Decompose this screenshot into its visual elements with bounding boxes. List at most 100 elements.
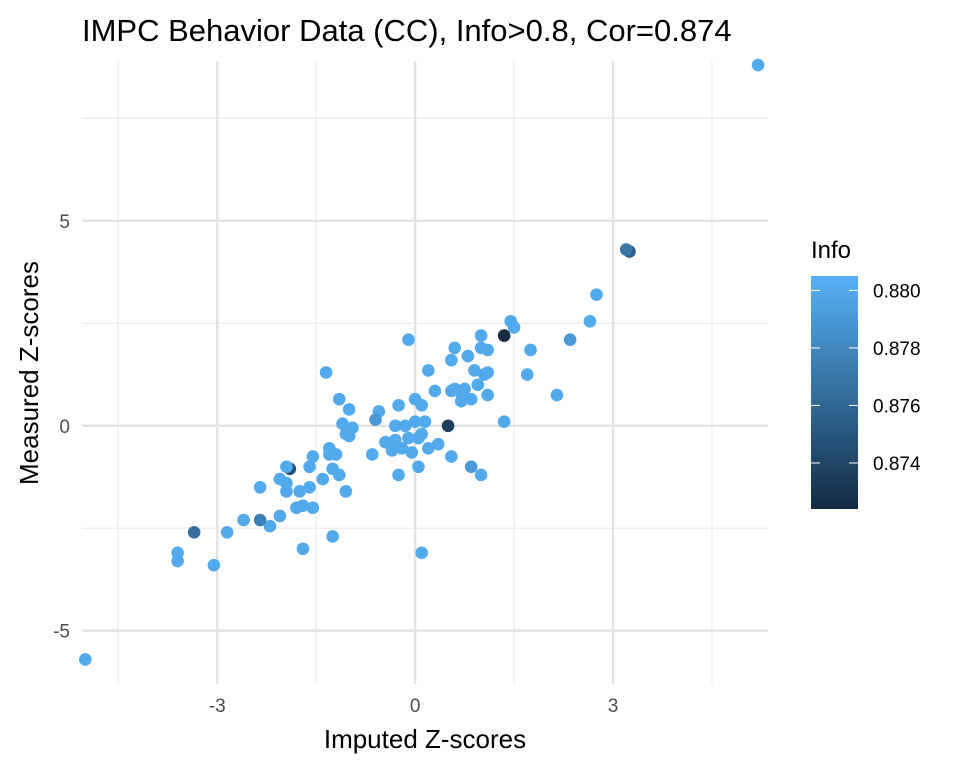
info-legend: Info 0.874 0.876 0.878 0.880 [811, 237, 921, 509]
data-point [464, 392, 478, 406]
y-axis-label: Measured Z-scores [14, 261, 44, 485]
data-point [398, 419, 412, 433]
data-point [468, 364, 481, 377]
data-point [524, 343, 537, 357]
legend-tick-label: 0.880 [873, 281, 921, 302]
data-point [454, 394, 468, 408]
data-point [497, 329, 511, 342]
data-point [336, 417, 349, 431]
data-point [306, 501, 320, 515]
data-point [474, 341, 488, 355]
data-point [408, 392, 422, 406]
data-point [405, 446, 419, 459]
y-tick-label: 5 [59, 212, 70, 233]
data-point [415, 546, 429, 560]
data-point [326, 530, 339, 543]
data-point [583, 314, 597, 328]
data-point [171, 554, 184, 568]
data-point [520, 368, 534, 381]
x-axis-label: Imputed Z-scores [324, 724, 526, 754]
data-point [412, 460, 425, 474]
x-tick-label: 3 [608, 696, 619, 717]
data-point [220, 526, 234, 539]
data-point [332, 392, 346, 406]
data-point [461, 349, 475, 363]
y-tick-label: -5 [53, 622, 70, 643]
data-point [619, 243, 633, 256]
data-point [280, 460, 293, 474]
data-point [445, 384, 458, 398]
data-point [323, 448, 336, 461]
x-tick-label: -3 [209, 696, 226, 717]
data-point [421, 442, 435, 455]
data-point [78, 653, 92, 666]
data-point [402, 431, 415, 445]
data-point [207, 558, 221, 572]
data-point [392, 468, 405, 482]
data-point [550, 388, 564, 402]
data-point [464, 460, 478, 474]
data-point [306, 450, 320, 463]
data-point [412, 431, 425, 445]
data-point [497, 415, 511, 428]
data-point [303, 460, 316, 474]
data-point [339, 427, 353, 441]
data-point [379, 435, 392, 449]
legend-tick-label: 0.874 [873, 454, 921, 475]
data-point [504, 314, 518, 328]
axis-tick-labels: -3 0 3 -5 0 5 [53, 212, 618, 717]
data-point [237, 513, 250, 527]
legend-tick-label: 0.878 [873, 339, 921, 360]
data-point [448, 341, 461, 355]
data-point [187, 526, 201, 539]
data-point [253, 480, 267, 494]
data-point [474, 329, 488, 342]
legend-tick-label: 0.876 [873, 396, 921, 417]
data-point [471, 378, 485, 392]
data-point [474, 468, 488, 482]
data-point [303, 480, 316, 494]
data-point [369, 413, 382, 426]
data-point [280, 485, 293, 498]
data-point [253, 513, 267, 527]
legend-colorbar [811, 276, 858, 509]
data-point [445, 450, 458, 463]
data-point [365, 448, 379, 461]
data-point [296, 542, 310, 556]
data-point [319, 366, 333, 379]
data-point [428, 384, 442, 398]
data-point [478, 368, 491, 381]
data-point [342, 403, 356, 416]
data-point [273, 472, 287, 486]
data-point [421, 364, 435, 377]
data-point [389, 433, 402, 447]
grid-lines [82, 61, 768, 684]
data-point [293, 485, 306, 498]
data-point [273, 509, 287, 523]
data-points [78, 58, 765, 666]
data-point [590, 288, 603, 301]
data-point [290, 501, 303, 515]
data-point [751, 58, 765, 72]
data-point [326, 462, 339, 476]
data-point [445, 353, 458, 367]
data-point [441, 419, 455, 433]
data-point [263, 519, 277, 533]
data-point [563, 333, 577, 347]
data-point [408, 415, 422, 428]
data-point [339, 485, 353, 498]
data-point [392, 398, 405, 412]
data-point [316, 472, 330, 486]
data-point [481, 388, 494, 402]
data-point [431, 437, 445, 451]
y-tick-label: 0 [59, 417, 70, 438]
chart-title: IMPC Behavior Data (CC), Info>0.8, Cor=0… [82, 13, 732, 48]
x-tick-label: 0 [410, 696, 421, 717]
data-point [418, 415, 432, 428]
legend-ticks: 0.874 0.876 0.878 0.880 [811, 281, 921, 475]
legend-title: Info [811, 237, 851, 264]
data-point [389, 419, 402, 433]
data-point [402, 333, 415, 347]
